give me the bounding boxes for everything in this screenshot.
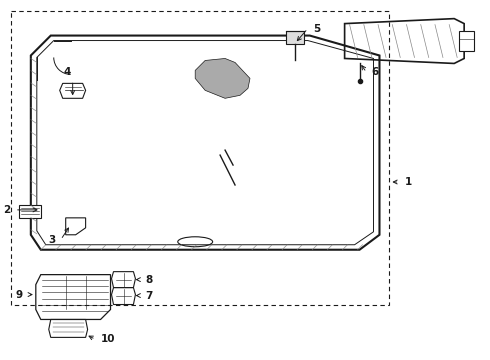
Text: 2: 2 [2,205,10,215]
Bar [11,11,390,305]
Bar [19,205,41,218]
Bar [286,31,304,44]
Text: 6: 6 [371,67,379,77]
Polygon shape [195,58,250,98]
Text: 1: 1 [404,177,412,187]
Bar [459,31,474,50]
Text: 7: 7 [146,291,153,301]
Text: 9: 9 [16,289,23,300]
Text: 3: 3 [49,235,56,245]
Text: 10: 10 [100,334,115,345]
Text: 4: 4 [63,67,71,77]
Text: 8: 8 [146,275,153,285]
Text: 5: 5 [313,24,320,33]
